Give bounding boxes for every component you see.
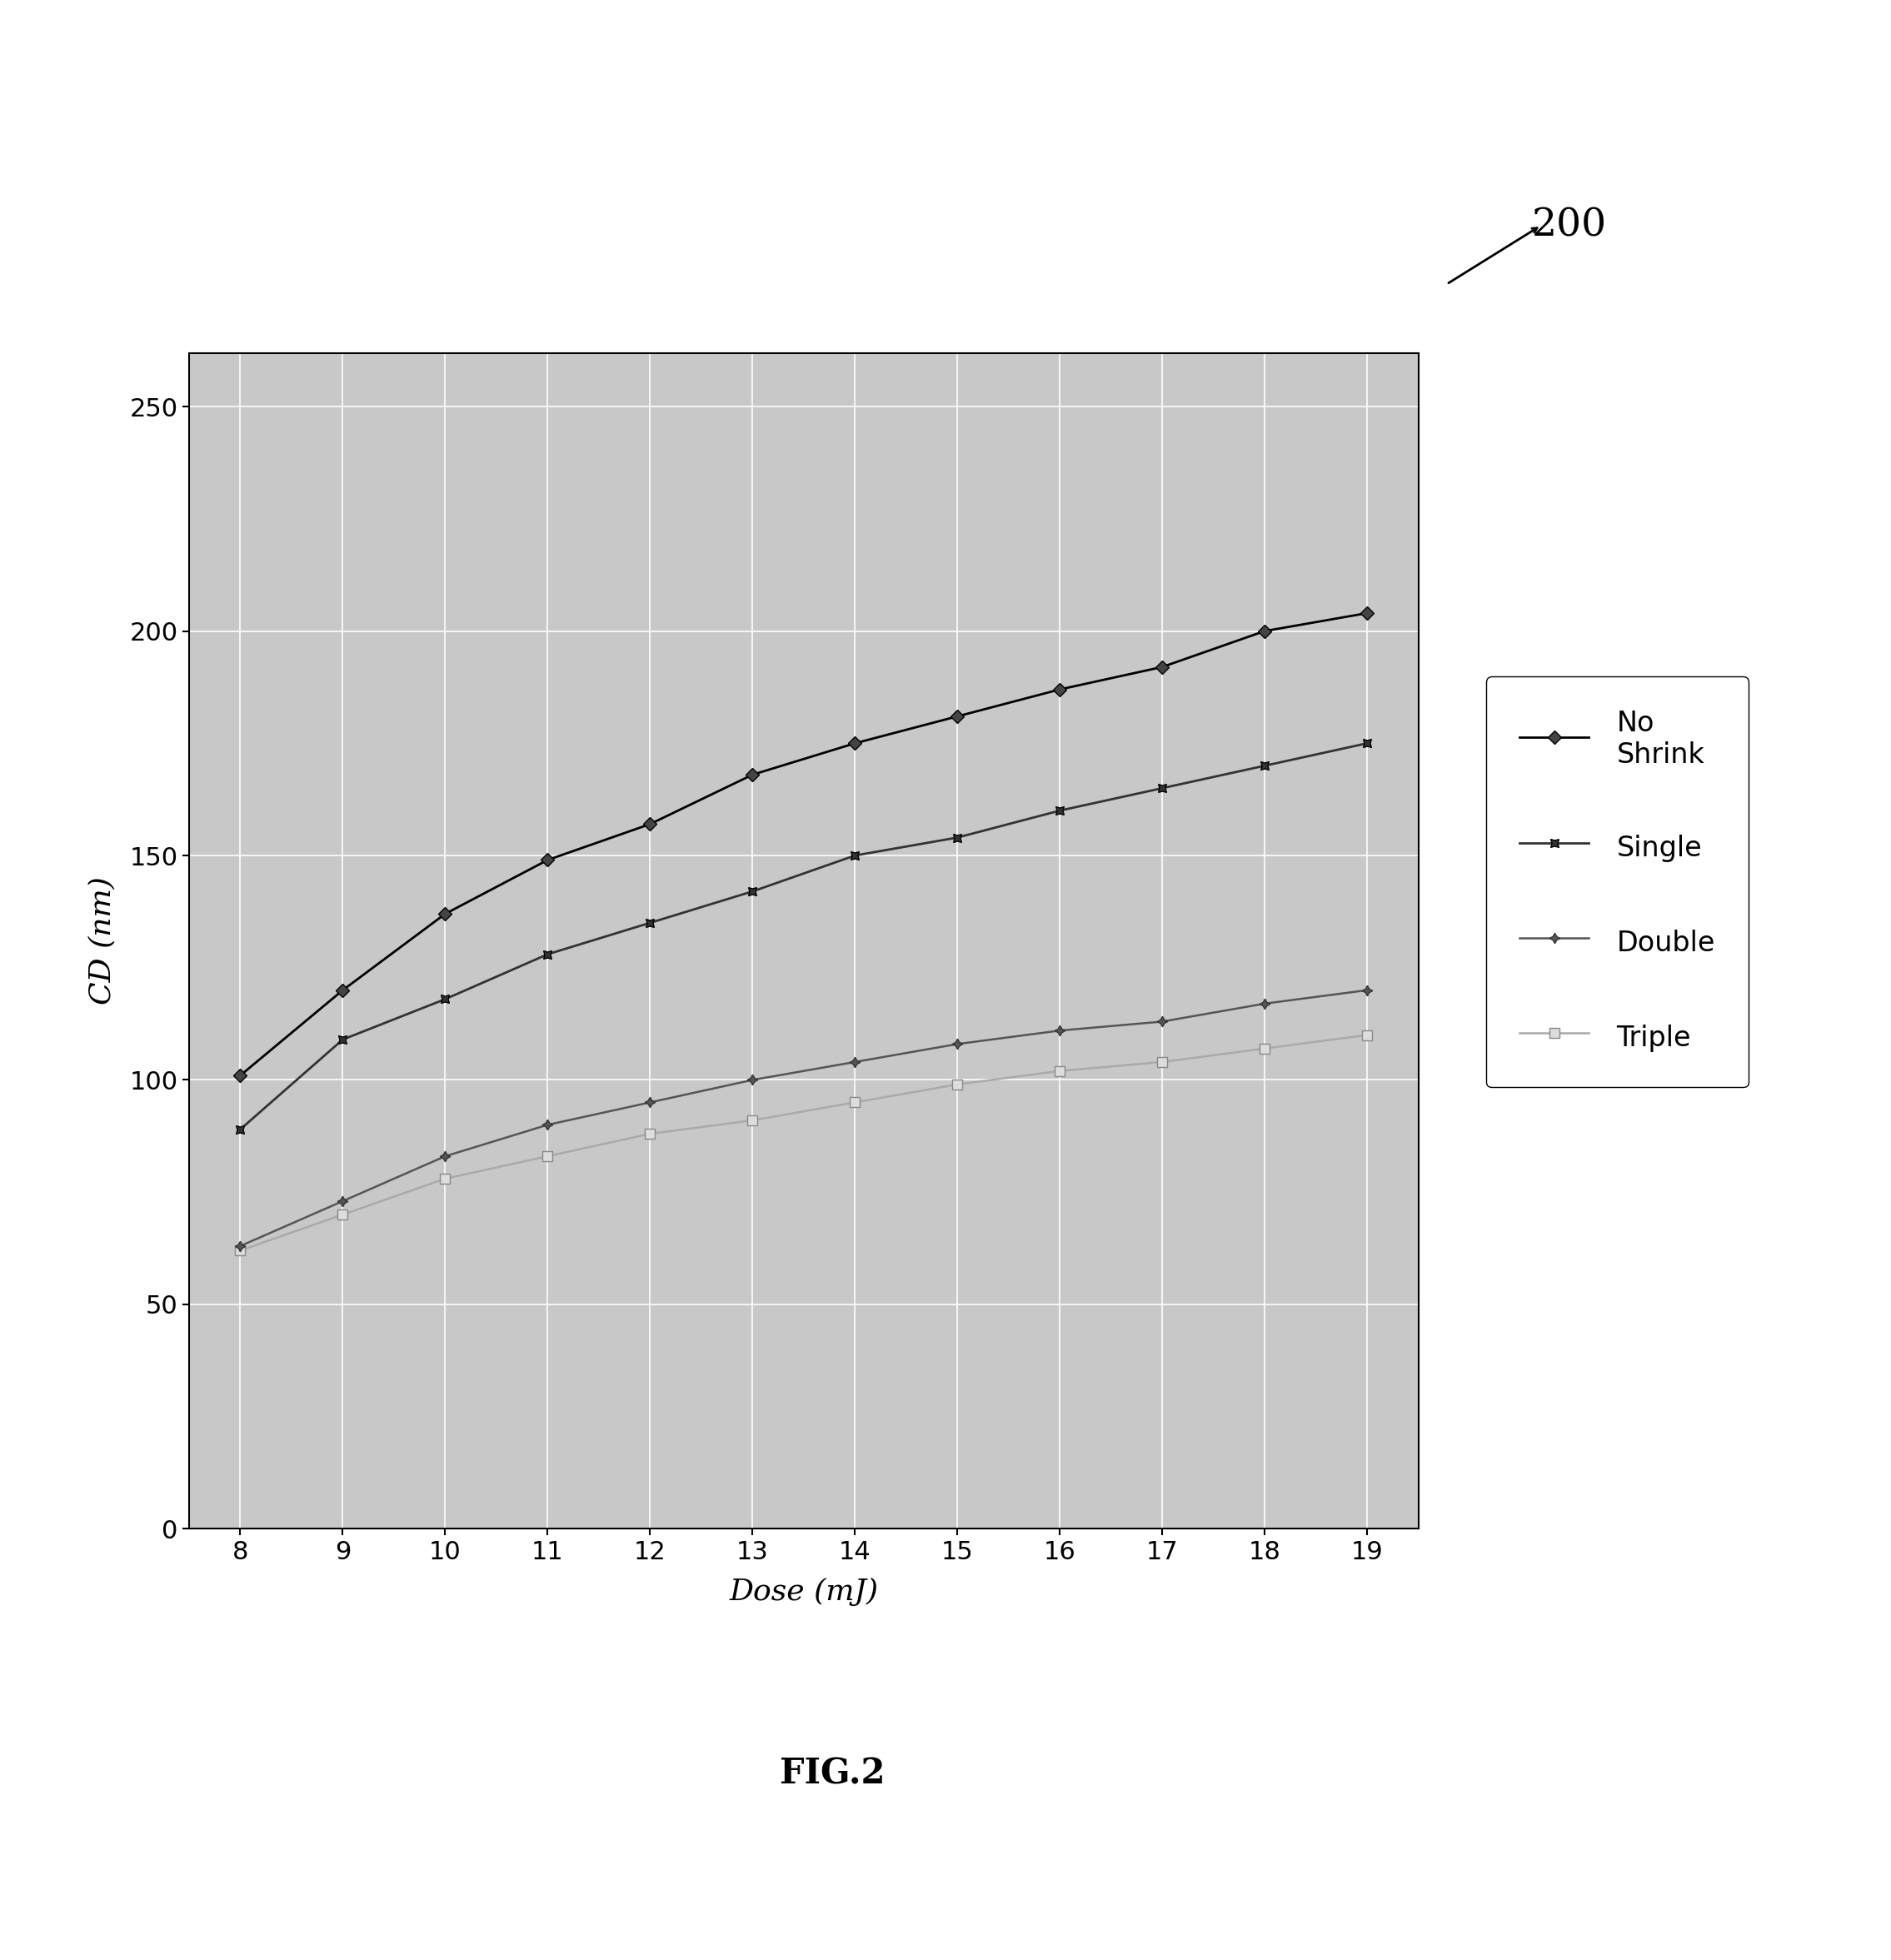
Legend: No
Shrink, Single, Double, Triple: No Shrink, Single, Double, Triple	[1486, 676, 1749, 1088]
Text: FIG.2: FIG.2	[779, 1756, 885, 1791]
Y-axis label: CD (nm): CD (nm)	[87, 876, 115, 1005]
X-axis label: Dose (mJ): Dose (mJ)	[730, 1578, 877, 1605]
Text: 200: 200	[1532, 206, 1607, 245]
